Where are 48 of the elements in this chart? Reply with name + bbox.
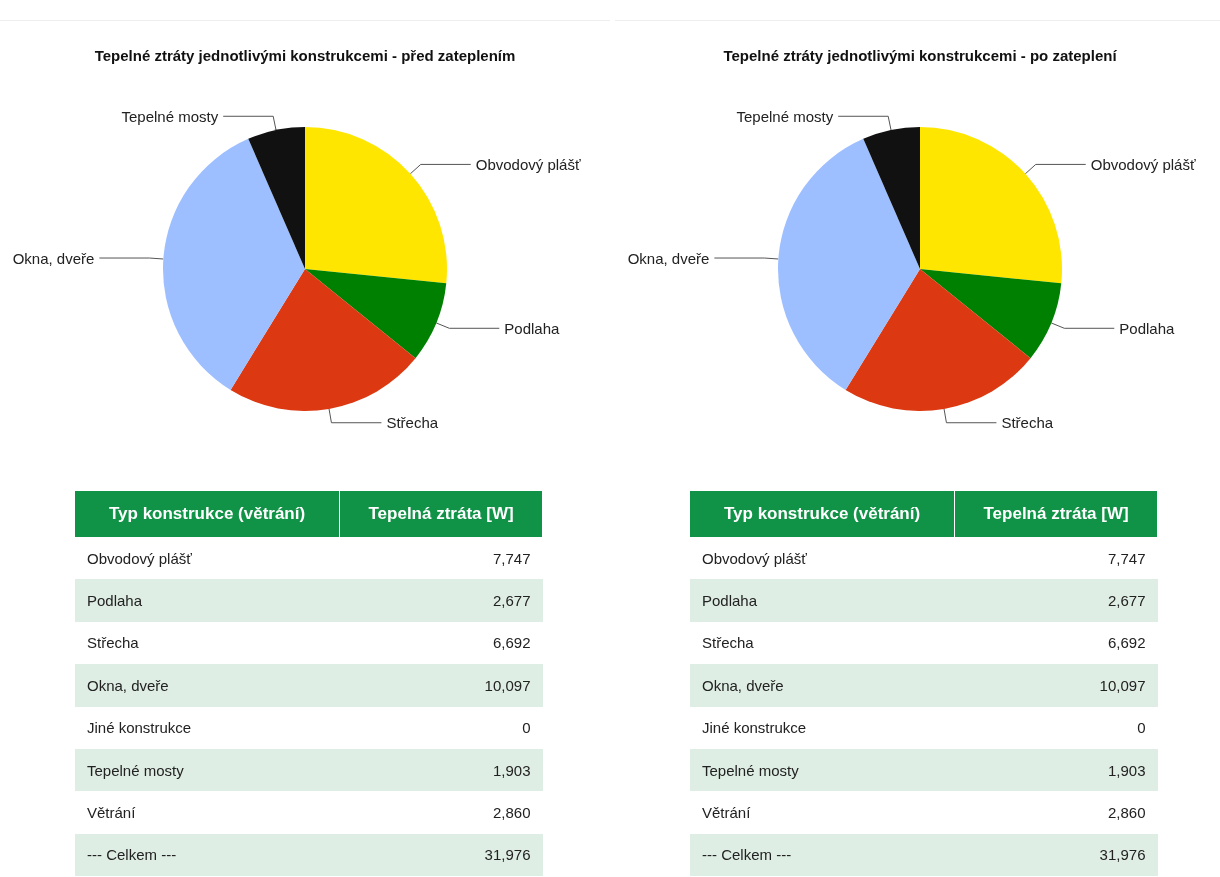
text: Jiné konstrukce bbox=[86, 718, 193, 739]
text: --- Celkem --- bbox=[690, 833, 955, 877]
text: 10,097 bbox=[954, 664, 1158, 707]
text: Tepelné mosty bbox=[690, 748, 955, 792]
text: 2,860 bbox=[491, 803, 532, 824]
text: Podlaha bbox=[75, 579, 340, 622]
text: Tepelná ztráta [W] bbox=[339, 491, 543, 537]
text: Jiné konstrukce bbox=[701, 718, 808, 739]
text: 1,903 bbox=[954, 748, 1158, 792]
text: Typ konstrukce (větrání) bbox=[75, 491, 340, 537]
text: 2,860 bbox=[1106, 803, 1147, 824]
slice-label: Tepelné mosty bbox=[736, 107, 834, 125]
slice-label: Tepelné mosty bbox=[121, 107, 219, 125]
text: Okna, dveře bbox=[690, 664, 955, 707]
text: Obvodový plášť bbox=[701, 548, 808, 569]
slice-label: Obvodový plášť bbox=[475, 155, 581, 173]
text: 6,692 bbox=[491, 633, 532, 654]
slice-label: Podlaha bbox=[1119, 319, 1175, 337]
text: Tepelná ztráta [W] bbox=[954, 491, 1158, 537]
text: Okna, dveře bbox=[75, 664, 340, 707]
text: 31,976 bbox=[954, 833, 1158, 877]
slice-label: Okna, dveře bbox=[12, 249, 95, 267]
slice-label: Střecha bbox=[386, 414, 439, 432]
text: 7,747 bbox=[1106, 548, 1147, 569]
text: --- Celkem --- bbox=[75, 833, 340, 877]
chart-title: Tepelné ztráty jednotlivými konstrukcemi - po zateplení bbox=[723, 47, 1118, 64]
text: Střecha bbox=[701, 633, 755, 654]
text: 10,097 bbox=[339, 664, 543, 707]
text: Větrání bbox=[86, 803, 137, 824]
slice-label: Střecha bbox=[1001, 414, 1054, 432]
slice-label: Okna, dveře bbox=[627, 249, 710, 267]
text: 7,747 bbox=[491, 548, 532, 569]
slice-label: Obvodový plášť bbox=[1090, 155, 1196, 173]
text: 2,677 bbox=[339, 579, 543, 622]
slice-label: Podlaha bbox=[504, 319, 560, 337]
text: Typ konstrukce (větrání) bbox=[690, 491, 955, 537]
text: 2,677 bbox=[954, 579, 1158, 622]
text: 1,903 bbox=[339, 748, 543, 792]
text: Obvodový plášť bbox=[86, 548, 193, 569]
chart-title: Tepelné ztráty jednotlivými konstrukcemi - před zateplením bbox=[94, 47, 516, 64]
text: Podlaha bbox=[690, 579, 955, 622]
text: 31,976 bbox=[339, 833, 543, 877]
text: 0 bbox=[1136, 718, 1147, 739]
text: Tepelné mosty bbox=[75, 748, 340, 792]
text: Střecha bbox=[86, 633, 140, 654]
text: 0 bbox=[521, 718, 532, 739]
text: 6,692 bbox=[1106, 633, 1147, 654]
text: Větrání bbox=[701, 803, 752, 824]
